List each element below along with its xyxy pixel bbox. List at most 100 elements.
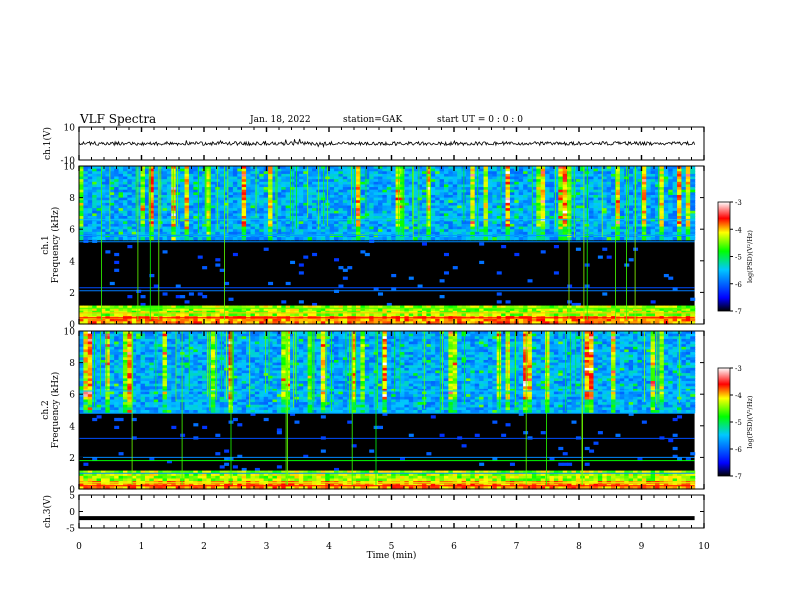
spectrogram-cell [369, 218, 375, 222]
spectrogram-cell [567, 300, 573, 304]
spectrogram-cell [628, 231, 634, 236]
spectrogram-cell [87, 229, 93, 233]
spectrogram-cell [105, 208, 111, 212]
spectrogram-cell [426, 229, 432, 233]
spectrogram-cell [342, 197, 348, 201]
spectrogram-cell [615, 218, 621, 222]
spectrogram-cell [166, 223, 172, 228]
spectrogram-cell [149, 305, 155, 309]
spectrogram-cell [395, 308, 401, 312]
spectrogram-cell [479, 218, 485, 222]
spectrogram-cell [356, 216, 362, 220]
spectrogram-cell [619, 226, 625, 230]
spectrogram-cell [206, 308, 212, 312]
spectrogram-cell [417, 181, 423, 186]
spectrogram-cell [470, 308, 476, 312]
spectrogram-cell [637, 231, 643, 236]
spectrogram-cell [79, 184, 84, 188]
spectrogram-cell [241, 226, 247, 230]
spectrogram-cell [373, 223, 379, 228]
spectrogram-cell [597, 221, 603, 225]
spectrogram-cell [215, 258, 221, 262]
spectrogram-cell [545, 189, 551, 193]
spectrogram-cell [408, 234, 414, 238]
spectrogram-cell [505, 187, 511, 191]
spectrogram-cell [193, 213, 199, 217]
spectrogram-cell [140, 213, 146, 217]
spectrogram-cell [246, 173, 252, 178]
spectrogram-cell [184, 187, 190, 191]
spectrogram-cell [100, 168, 106, 172]
spectrogram-cell [457, 171, 463, 175]
spectrogram-cell [426, 181, 432, 186]
spectrogram-cell [479, 173, 485, 178]
spectrogram-cell [197, 187, 203, 191]
spectrogram-cell [413, 176, 419, 180]
spectrogram-cell [184, 197, 190, 201]
spectrogram-cell [312, 302, 318, 307]
spectrogram-cell [347, 205, 353, 209]
spectrogram-cell [180, 231, 186, 236]
spectrogram-cell [259, 234, 265, 238]
spectrogram-cell [210, 205, 216, 209]
spectrogram-cell [250, 234, 256, 238]
spectrogram-cell [611, 229, 617, 233]
spectrogram-cell [435, 166, 441, 170]
spectrogram-cell [672, 208, 678, 212]
spectrogram-cell [232, 218, 238, 222]
spectrogram-cell [312, 231, 318, 236]
spectrogram-cell [404, 226, 410, 230]
spectrogram-cell [149, 210, 155, 214]
spectrogram-cell [312, 218, 318, 222]
spectrogram-cell [641, 208, 647, 212]
spectrogram-cell [509, 218, 515, 222]
spectrogram-cell [509, 231, 515, 236]
spectrogram-cell [109, 200, 115, 204]
spectrogram-cell [259, 189, 265, 193]
spectrogram-cell [312, 166, 318, 170]
spectrogram-cell [558, 237, 564, 241]
spectrogram-cell [655, 187, 661, 191]
spectrogram-cell [162, 223, 168, 228]
spectrogram-cell [615, 176, 621, 180]
spectrogram-cell [602, 231, 608, 236]
spectrogram-cell [373, 187, 379, 191]
spectrogram-cell [149, 318, 155, 322]
spectrogram-cell [690, 194, 696, 199]
spectrogram-cell [426, 213, 432, 217]
spectrogram-cell [303, 168, 309, 172]
spectrogram-cell [237, 205, 243, 209]
spectrogram-cell [360, 176, 366, 180]
spectrogram-cell [637, 308, 643, 312]
spectrogram-cell [430, 176, 436, 180]
spectrogram-cell [518, 223, 524, 228]
spectrogram-cell [122, 166, 128, 170]
spectrogram-cell [606, 234, 612, 238]
spectrogram-cell [303, 318, 309, 322]
spectrogram-cell [259, 226, 265, 230]
spectrogram-cell [663, 179, 669, 183]
spectrogram-cell [131, 205, 137, 209]
spectrogram-cell [597, 321, 603, 325]
spectrogram-cell [523, 202, 529, 207]
spectrogram-cell [215, 184, 221, 188]
spectrogram-cell [202, 216, 208, 220]
spectrogram-cell [483, 181, 489, 186]
spectrogram-cell [171, 237, 177, 241]
spectrogram-cell [681, 223, 687, 228]
spectrogram-cell [505, 194, 511, 199]
spectrogram-cell [127, 184, 133, 188]
spectrogram-cell [149, 313, 155, 317]
spectrogram-cell [149, 321, 155, 325]
spectrogram-cell [294, 179, 300, 183]
spectrogram-cell [144, 200, 150, 204]
spectrogram-cell [206, 218, 212, 222]
spectrogram-cell [96, 208, 102, 212]
spectrogram-cell [312, 197, 318, 201]
spectrogram-cell [593, 218, 599, 222]
spectrogram-cell [254, 173, 260, 178]
spectrogram-cell [329, 179, 335, 183]
spectrogram-cell [356, 321, 362, 325]
spectrogram-cell [166, 231, 172, 236]
spectrogram-cell [619, 231, 625, 236]
